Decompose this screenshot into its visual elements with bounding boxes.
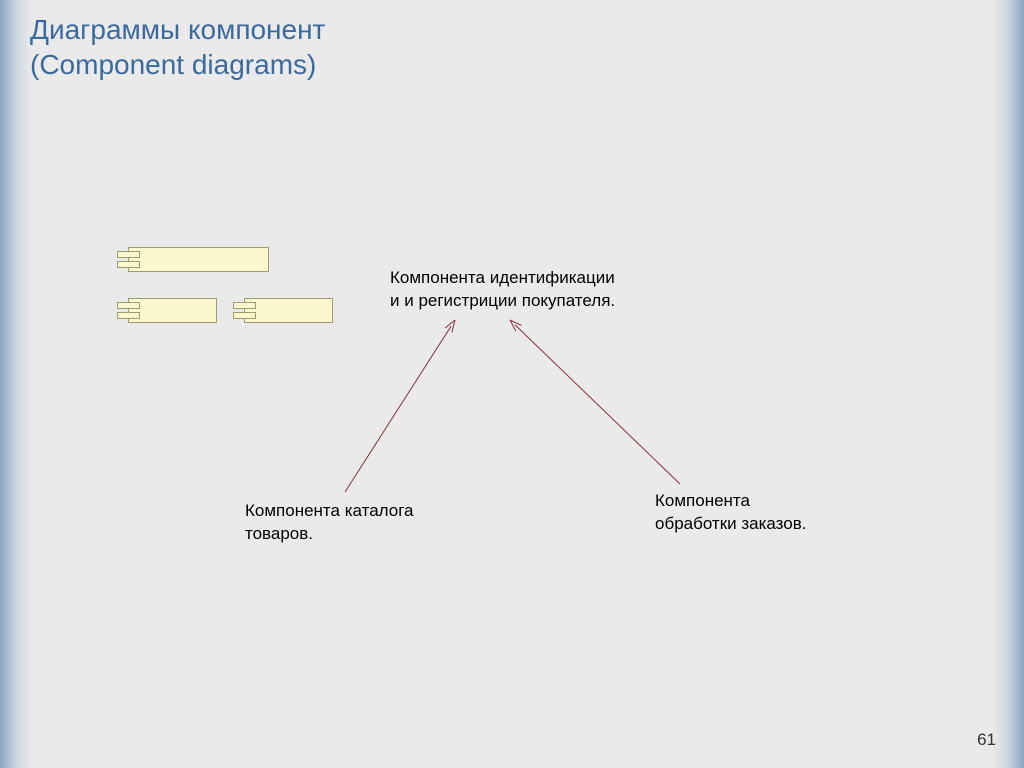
component-icon [233,298,334,329]
diagram-label-ident: Компонента идентификации и и регистриции … [390,267,615,313]
label-line-2: товаров. [245,524,313,543]
arrow [510,320,680,484]
page-number: 61 [977,730,996,750]
label-line-2: и и регистриции покупателя. [390,291,615,310]
slide: Диаграммы компонент (Component diagrams)… [0,0,1024,768]
diagram-label-catalog: Компонента каталога товаров. [245,500,414,546]
label-line-1: Компонента каталога [245,501,414,520]
diagram-label-orders: Компонента обработки заказов. [655,490,807,536]
title-line-1: Диаграммы компонент [30,14,325,45]
component-icon [117,298,218,329]
label-line-2: обработки заказов. [655,514,807,533]
arrows-layer [0,0,1024,768]
label-line-1: Компонента идентификации [390,268,615,287]
component-icon [117,247,270,278]
slide-title: Диаграммы компонент (Component diagrams) [30,12,325,82]
arrow [345,320,455,492]
title-line-2: (Component diagrams) [30,49,316,80]
label-line-1: Компонента [655,491,750,510]
